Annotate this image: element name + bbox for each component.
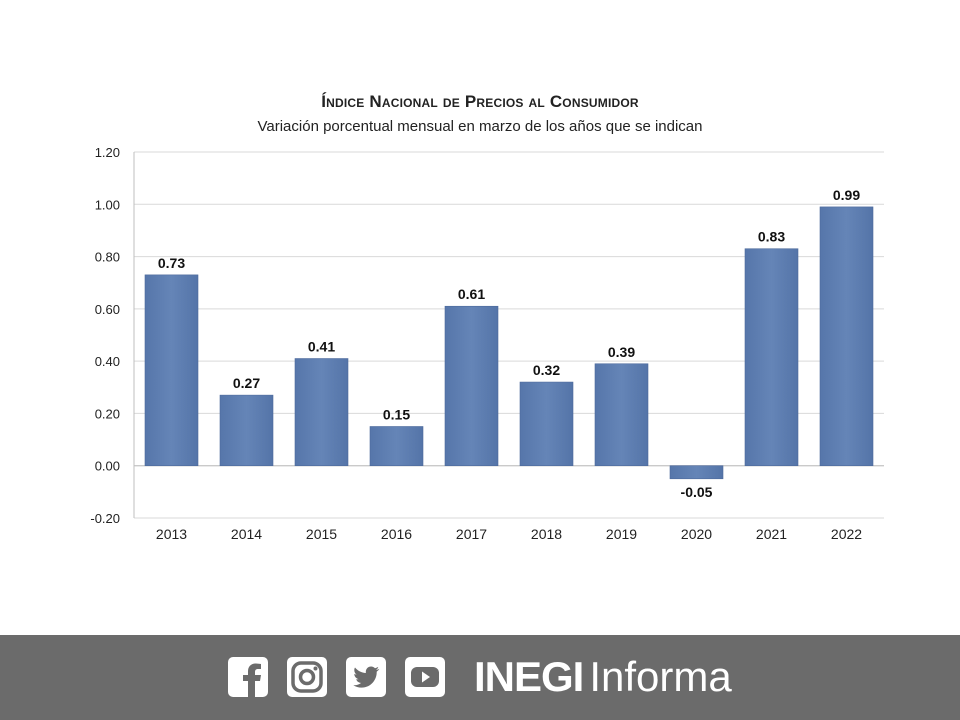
bar-2018 — [519, 381, 574, 467]
brand-light-text: Informa — [589, 653, 732, 700]
y-tick-label: 0.00 — [95, 459, 120, 474]
data-label: 0.15 — [383, 407, 410, 423]
instagram-icon[interactable] — [287, 657, 327, 697]
bar-2016 — [369, 426, 424, 467]
data-label: 0.39 — [608, 344, 635, 360]
y-tick-label: 1.20 — [95, 145, 120, 160]
x-tick-label: 2021 — [756, 526, 787, 542]
bar-2021 — [744, 248, 799, 467]
chart-subtitle: Variación porcentual mensual en marzo de… — [257, 118, 703, 135]
chart-area: Índice Nacional de Precios al Consumidor… — [90, 92, 884, 542]
data-label: 0.73 — [158, 255, 185, 271]
y-tick-label: 0.60 — [95, 302, 120, 317]
youtube-icon[interactable] — [405, 657, 445, 697]
bar-2019 — [594, 363, 649, 467]
x-tick-label: 2016 — [381, 526, 412, 542]
data-label: 0.27 — [233, 375, 260, 391]
y-tick-label: 0.20 — [95, 406, 120, 421]
x-tick-label: 2018 — [531, 526, 562, 542]
inegi-informa-logo[interactable]: INEGI Informa — [474, 651, 732, 703]
x-tick-label: 2022 — [831, 526, 862, 542]
data-label: 0.61 — [458, 286, 485, 302]
data-label: 0.41 — [308, 339, 335, 355]
y-tick-label: 1.00 — [95, 197, 120, 212]
y-tick-label: 0.80 — [95, 250, 120, 265]
bar-2022 — [819, 206, 874, 467]
brand-bold-text: INEGI — [474, 653, 584, 700]
bar-2015 — [294, 358, 349, 467]
data-label: -0.05 — [681, 484, 713, 500]
footer-bar: INEGI Informa — [0, 635, 960, 720]
x-tick-label: 2013 — [156, 526, 187, 542]
data-label: 0.83 — [758, 229, 785, 245]
bar-2017 — [444, 305, 499, 467]
data-label: 0.32 — [533, 362, 560, 378]
bar-chart: -0.20 0.00 0.20 0.40 0.60 0.80 1.00 1.20 2013 0.7… — [90, 145, 884, 542]
x-tick-label: 2017 — [456, 526, 487, 542]
bar-2014 — [219, 394, 274, 467]
chart-title: Índice Nacional de Precios al Consumidor — [321, 92, 639, 111]
y-tick-label: 0.40 — [95, 354, 120, 369]
x-tick-label: 2014 — [231, 526, 262, 542]
x-tick-label: 2015 — [306, 526, 337, 542]
bar-2013 — [144, 274, 199, 467]
y-tick-label: -0.20 — [90, 511, 120, 526]
x-tick-label: 2020 — [681, 526, 712, 542]
bar-2020 — [669, 465, 724, 480]
facebook-icon[interactable] — [228, 657, 268, 697]
x-tick-label: 2019 — [606, 526, 637, 542]
data-label: 0.99 — [833, 187, 860, 203]
twitter-icon[interactable] — [346, 657, 386, 697]
